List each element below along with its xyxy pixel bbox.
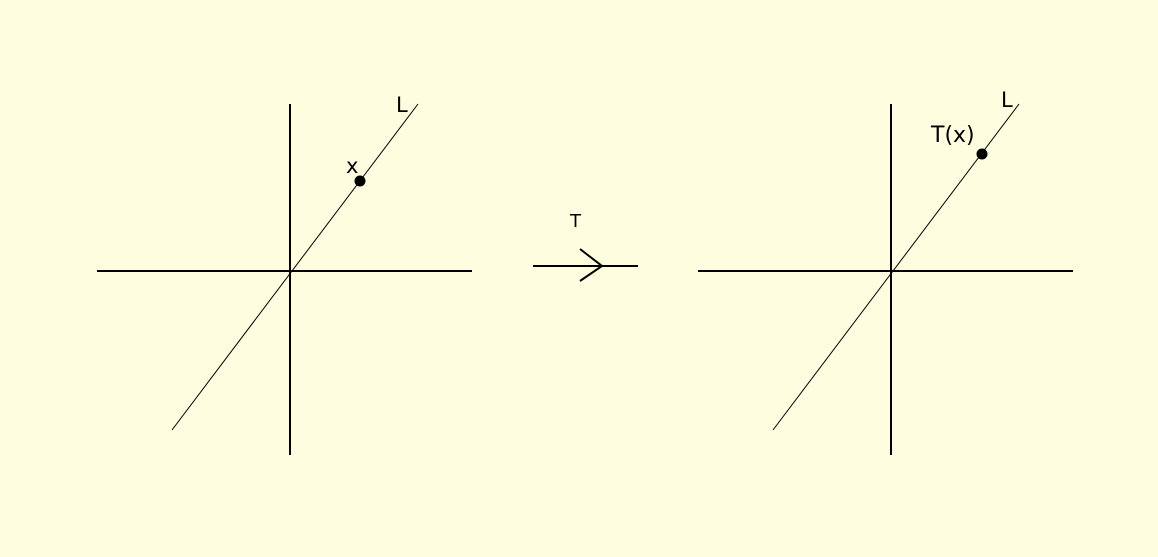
- right-line-label: L: [1001, 88, 1013, 112]
- right-point-tx: [976, 148, 988, 160]
- left-line-label: L: [396, 93, 408, 117]
- right-line-l: [772, 103, 1020, 431]
- arrow-head: [579, 248, 604, 282]
- left-panel: L x: [97, 93, 472, 455]
- right-panel: L T(x): [698, 88, 1073, 455]
- right-point-label: T(x): [930, 123, 975, 148]
- left-point-x: [354, 175, 366, 187]
- transform-label: T: [569, 211, 582, 232]
- left-line-l: [171, 103, 419, 431]
- left-point-label: x: [346, 154, 358, 178]
- transform-arrow: T: [533, 211, 638, 282]
